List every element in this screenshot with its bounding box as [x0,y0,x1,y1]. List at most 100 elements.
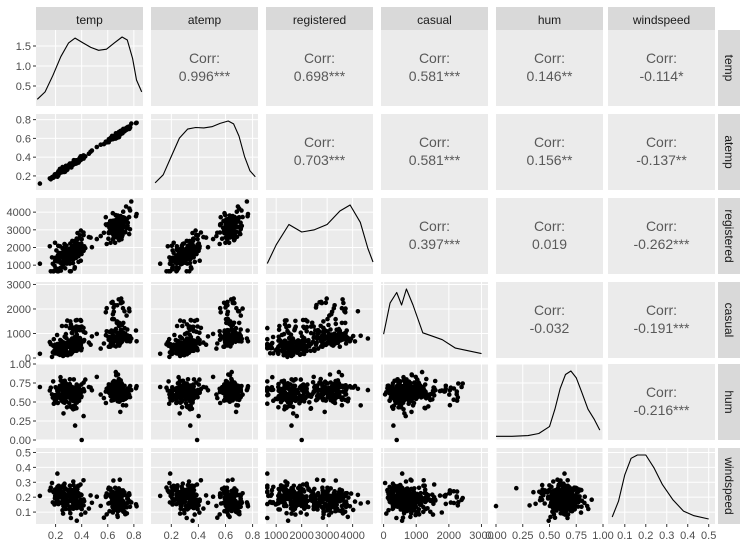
data-point [324,381,330,386]
data-point [316,335,322,341]
data-point [431,501,436,507]
data-point [191,505,196,511]
data-point [89,334,95,339]
data-point [400,393,405,398]
data-point [299,503,305,509]
data-point [424,376,429,382]
corr-label: Corr: [304,50,335,66]
corr-label: Corr: [419,50,450,66]
data-point [437,388,443,394]
row-strip-label-registered: registered [722,209,736,262]
data-point [324,391,330,396]
data-point [58,374,63,380]
data-point [541,488,547,494]
data-point [564,500,569,505]
data-point [339,488,345,493]
data-point [355,309,361,314]
data-point [325,316,330,322]
data-point [350,385,356,390]
data-point [48,485,54,490]
data-point [174,323,180,329]
data-point [391,403,397,409]
data-point [422,405,427,411]
data-point [328,496,333,502]
data-point [76,259,81,265]
data-point [185,489,190,495]
data-point [71,377,77,382]
data-point [83,510,88,515]
data-point [539,497,545,503]
row-strip-hum [718,364,740,440]
data-point [107,508,112,514]
data-point [214,503,219,509]
data-point [456,381,461,386]
data-point [236,320,242,326]
data-point [355,386,361,392]
data-point [172,332,177,338]
data-point [195,324,200,329]
data-point [236,206,242,211]
data-point [68,162,74,168]
data-point [265,342,270,347]
data-point [308,406,314,412]
data-point [282,318,288,323]
data-point [122,509,127,515]
data-point [295,341,301,347]
data-point [240,214,245,220]
data-point [289,423,294,428]
data-point [289,511,294,516]
data-point [342,320,348,326]
data-point [187,260,193,266]
row-strip-label-windspeed: windspeed [722,456,736,514]
data-point [240,392,245,397]
data-point [299,345,305,351]
data-point [167,341,173,347]
column-header-hum [496,7,603,31]
data-point [219,236,225,241]
data-point [304,483,310,489]
data-point [265,325,270,331]
data-point [106,382,112,387]
data-point [573,495,578,501]
data-point [314,477,320,483]
data-point [183,253,188,259]
data-point [288,400,294,406]
data-point [52,240,58,246]
data-point [196,382,202,387]
data-point [170,496,175,501]
data-point [290,411,296,416]
data-point [348,491,354,496]
data-point [195,233,201,238]
data-point [299,388,305,393]
data-point [411,496,416,501]
y-tick-label-windspeed: 0.2 [16,492,31,504]
data-point [443,386,449,392]
data-point [192,390,198,396]
data-point [230,213,235,219]
y-tick-label-temp: 1.5 [16,41,31,53]
data-point [456,499,461,505]
data-point [298,384,304,389]
data-point [178,257,184,262]
y-tick-label-hum: 0.25 [10,416,31,428]
data-point [233,230,239,235]
data-point [191,245,197,250]
data-point [118,227,124,233]
data-point [454,391,460,397]
data-point [402,380,408,385]
data-point [396,382,402,387]
data-point [387,496,392,501]
panel-casual-windspeed: Corr:-0.191*** [608,282,715,358]
data-point [222,344,227,350]
data-point [323,300,329,306]
data-point [265,485,270,490]
data-point [126,214,132,220]
data-point [109,328,114,333]
data-point [230,336,235,342]
data-point [314,340,320,345]
data-point [245,213,250,219]
data-point [103,400,109,406]
data-point [125,225,130,230]
panel-background [608,364,715,440]
data-point [350,333,356,339]
